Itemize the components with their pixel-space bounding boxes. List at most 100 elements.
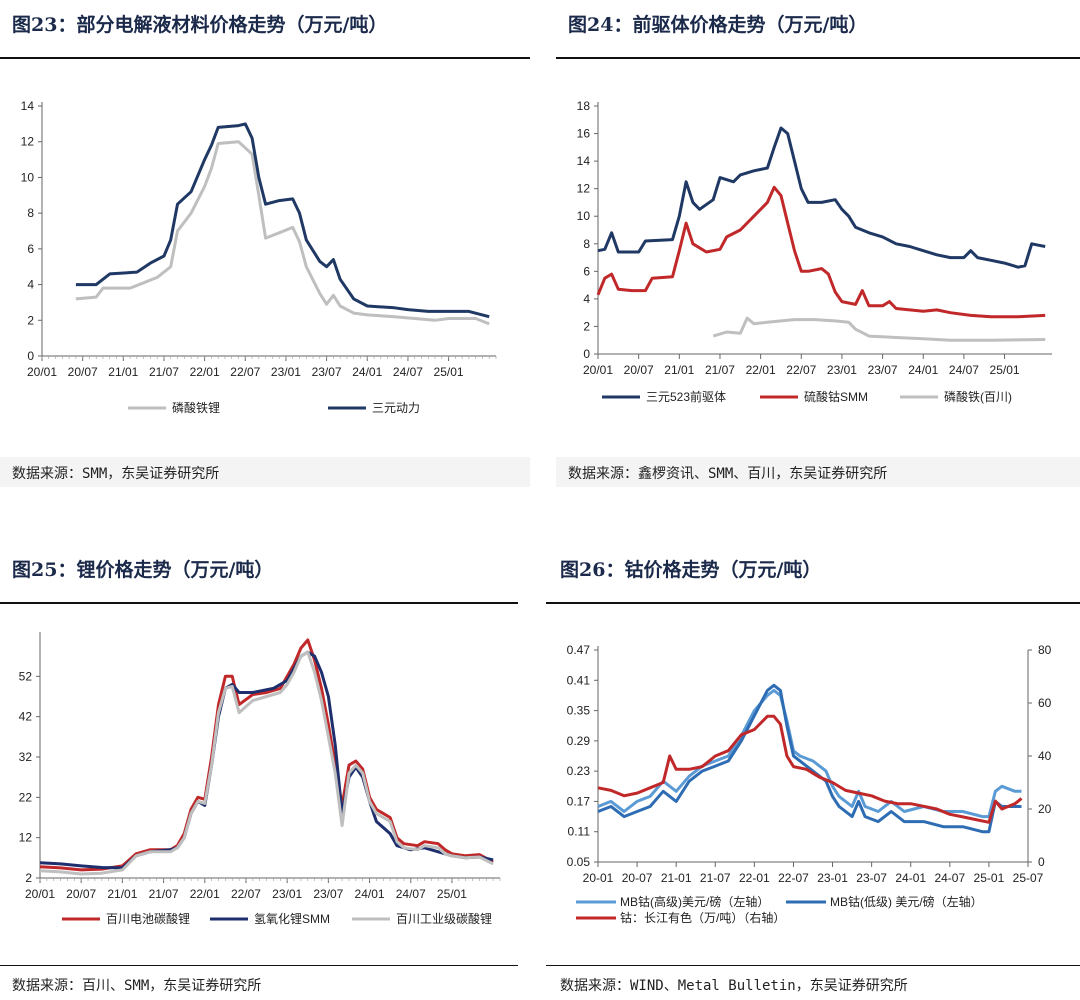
series-line: [75, 122, 490, 319]
x-tick-label: 25/01: [437, 887, 467, 901]
x-tick-label: 21/01: [664, 363, 694, 377]
x-tick-label: 22/01: [190, 365, 220, 379]
x-tick-label: 23/01: [272, 887, 302, 901]
y-tick-label-right: 60: [1038, 696, 1052, 710]
x-tick-label: 21/01: [107, 887, 137, 901]
y-tick-label: 0.05: [567, 855, 591, 869]
y-tick-label: 4: [27, 278, 34, 292]
x-tick-label: 20/07: [624, 363, 654, 377]
y-tick-label: 32: [19, 750, 33, 764]
y-tick-label: 12: [577, 182, 591, 196]
x-tick-label: 22/07: [786, 363, 816, 377]
series-line: [75, 140, 490, 326]
series-line: [39, 638, 494, 872]
title-rule: [0, 602, 518, 604]
series-line: [39, 650, 494, 870]
x-tick-label: 22-01: [739, 871, 770, 885]
legend-label: 百川工业级碳酸锂: [396, 911, 492, 926]
chart-title: 图24：前驱体价格走势（万元/吨）: [568, 14, 868, 36]
chart-lithium: 2 12 22 32 42 52 20/01 20/07 21/01 21/07 22/01 22/0…: [19, 632, 501, 926]
title-rule: [0, 57, 530, 59]
y-tick-label: 0: [583, 347, 590, 361]
series-line: [597, 688, 1022, 819]
legend-label: 硫酸钴SMM: [804, 389, 868, 404]
y-tick-label: 14: [577, 154, 591, 168]
x-tick-label: 22-07: [778, 871, 809, 885]
y-tick-label: 14: [21, 99, 35, 113]
y-tick-label-right: 40: [1038, 749, 1052, 763]
x-tick-label: 20/01: [27, 365, 57, 379]
legend-label: 钴：长江有色（万/吨）（右轴）: [620, 910, 785, 925]
y-tick-label: 0.47: [567, 643, 591, 657]
source-text: 数据来源：WIND、Metal Bulletin，东吴证券研究所: [560, 978, 908, 994]
y-tick-label: 8: [583, 237, 590, 251]
series-line: [597, 683, 1022, 834]
x-tick-label: 23-07: [856, 871, 887, 885]
x-tick-label: 24/07: [949, 363, 979, 377]
series-line: [597, 126, 1046, 269]
title-rule: [556, 57, 1080, 59]
x-tick-label: 21/07: [149, 887, 179, 901]
x-tick-label: 24-07: [934, 871, 965, 885]
chart-cobalt: 0.05 0.11 0.17 0.23 0.29 0.35 0.41 0.47 0 20 40 60 8…: [567, 643, 1052, 925]
x-tick-label: 25/01: [990, 363, 1020, 377]
x-tick-label: 20/01: [25, 887, 55, 901]
y-tick-label: 2: [25, 871, 32, 885]
x-tick-label: 20-07: [622, 871, 653, 885]
x-tick-label: 20-01: [583, 871, 614, 885]
legend-label: 氢氧化锂SMM: [254, 911, 330, 926]
legend-label: 磷酸铁锂: [172, 400, 220, 415]
y-tick-label: 2: [27, 313, 34, 327]
source-text: 数据来源：百川、SMM，东吴证券研究所: [12, 978, 262, 994]
y-tick-label: 18: [577, 99, 591, 113]
y-tick-label: 10: [577, 209, 591, 223]
y-tick-label: 52: [19, 669, 33, 683]
y-tick-label: 42: [19, 710, 33, 724]
y-tick-label: 4: [583, 292, 590, 306]
x-tick-label: 23/07: [312, 365, 342, 379]
y-tick-label: 0: [27, 349, 34, 363]
x-tick-label: 21/07: [149, 365, 179, 379]
chart-title: 图26：钴价格走势（万元/吨）: [560, 559, 822, 581]
chart-title: 图23：部分电解液材料价格走势（万元/吨）: [12, 14, 388, 36]
x-tick-label: 24-01: [895, 871, 926, 885]
legend-label: 百川电池碳酸锂: [106, 911, 190, 926]
y-tick-label: 6: [583, 264, 590, 278]
x-tick-label: 21-07: [700, 871, 731, 885]
y-tick-label: 0.23: [567, 764, 591, 778]
title-rule: [546, 602, 1080, 604]
x-tick-label: 21-01: [661, 871, 692, 885]
legend-label: 三元动力: [372, 401, 420, 415]
source-text: 数据来源：SMM，东吴证券研究所: [12, 466, 220, 482]
x-tick-label: 23/07: [868, 363, 898, 377]
y-tick-label-right: 0: [1038, 855, 1045, 869]
source-text: 数据来源：鑫椤资讯、SMM、百川，东吴证券研究所: [568, 466, 888, 482]
x-tick-label: 23/01: [827, 363, 857, 377]
x-tick-label: 20/07: [66, 887, 96, 901]
y-tick-label: 10: [21, 170, 35, 184]
y-tick-label: 22: [19, 790, 33, 804]
x-tick-label: 25-07: [1013, 871, 1044, 885]
x-tick-label: 21/07: [705, 363, 735, 377]
y-tick-label: 0.17: [567, 794, 591, 808]
x-tick-label: 22/07: [231, 887, 261, 901]
legend-label: 磷酸铁(百川): [944, 389, 1012, 404]
x-tick-label: 25/01: [434, 365, 464, 379]
x-tick-label: 24/01: [355, 887, 385, 901]
series-line: [596, 185, 1046, 319]
x-tick-label: 24/07: [393, 365, 423, 379]
x-tick-label: 22/07: [230, 365, 260, 379]
legend-label: MB钴(高级)美元/磅（左轴）: [620, 894, 769, 909]
x-tick-label: 25-01: [974, 871, 1005, 885]
chart-title: 图25：锂价格走势（万元/吨）: [12, 559, 274, 581]
x-tick-label: 24/07: [396, 887, 426, 901]
source-background: [556, 457, 1080, 487]
y-tick-label: 0.29: [567, 734, 591, 748]
x-tick-label: 23/01: [271, 365, 301, 379]
y-tick-label: 2: [583, 319, 590, 333]
y-tick-label: 16: [577, 127, 591, 141]
x-tick-label: 24/01: [908, 363, 938, 377]
x-tick-label: 24/01: [352, 365, 382, 379]
y-tick-label: 12: [19, 831, 33, 845]
y-tick-label: 0.11: [568, 825, 591, 839]
